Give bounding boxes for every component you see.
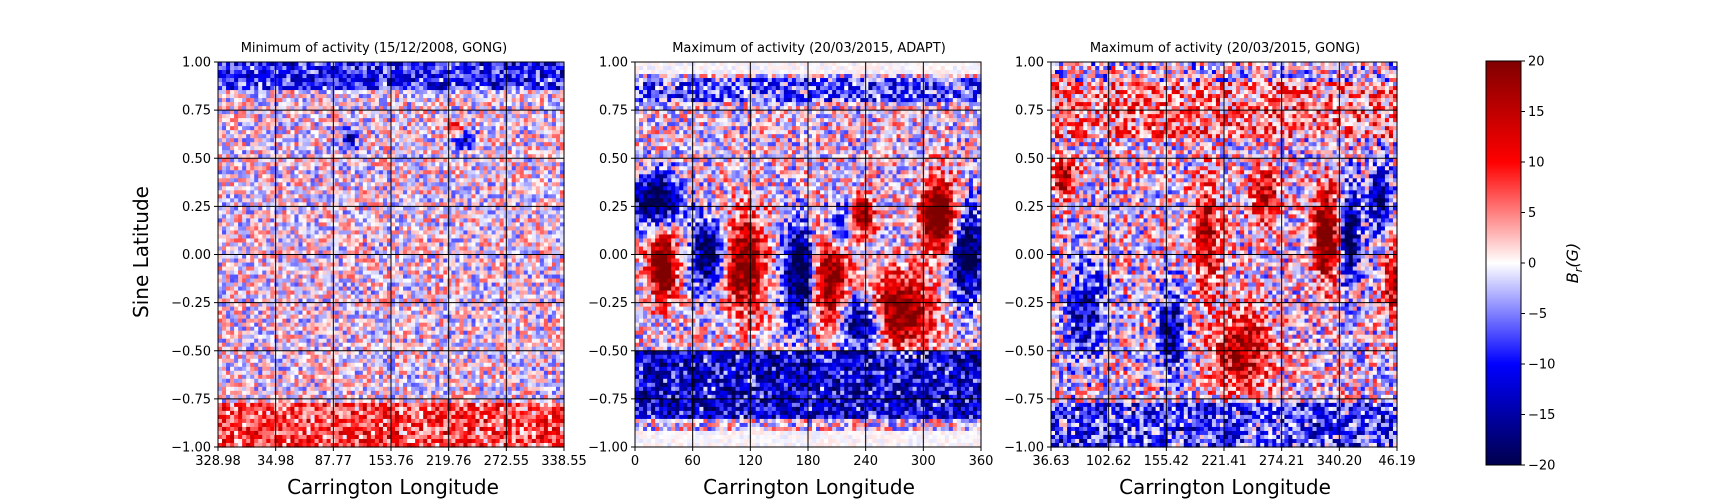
- panel-maximum-gong: Maximum of activity (20/03/2015, GONG) 1…: [1004, 41, 1415, 499]
- colorbar-tick-label: −10: [1528, 358, 1555, 373]
- colorbar-ticks: 20 15 10 5 0 −5 −10 −15 −20: [1521, 55, 1555, 474]
- x-tick-label: 120: [738, 454, 763, 469]
- y-tick-label: 0.75: [599, 104, 628, 119]
- y-tick-label: 0.25: [599, 200, 628, 215]
- y-tick-label: 0.75: [182, 104, 211, 119]
- x-tick-label: 360: [969, 454, 994, 469]
- y-axis-ticks: 1.000.750.500.250.00−0.25−0.50−0.75−1.00: [171, 56, 218, 456]
- colorbar-tick-label: 5: [1528, 206, 1536, 221]
- colorbar-tick-label: −15: [1528, 408, 1555, 423]
- y-tick-label: 0.00: [599, 248, 628, 263]
- colorbar-tick-label: 0: [1528, 257, 1536, 272]
- x-tick-label: 219.76: [426, 454, 472, 469]
- panel-title: Minimum of activity (15/12/2008, GONG): [241, 41, 508, 56]
- x-tick-label: 240: [853, 454, 878, 469]
- x-axis-label: Carrington Longitude: [703, 475, 915, 499]
- colorbar-tick-label: 15: [1528, 105, 1545, 120]
- x-tick-label: 300: [911, 454, 936, 469]
- y-tick-label: 1.00: [182, 56, 211, 71]
- y-axis-ticks: 1.00 0.75 0.50 0.25 0.00 −0.25 −0.50 −0.75 −1.00: [588, 56, 635, 456]
- y-tick-label: 0.25: [1015, 200, 1044, 215]
- y-tick-label: −0.75: [588, 392, 628, 407]
- colorbar-tick-label: 20: [1528, 55, 1545, 70]
- x-tick-label: 34.98: [257, 454, 294, 469]
- x-axis-ticks: 328.98 34.98 87.77 153.76 219.76 272.55 338.55: [195, 447, 587, 469]
- x-tick-label: 60: [684, 454, 701, 469]
- y-tick-label: 0.50: [182, 152, 211, 167]
- x-tick-label: 272.55: [484, 454, 530, 469]
- x-axis-ticks: 36.63 102.62 155.42 221.41 274.21 340.20 46.19: [1032, 447, 1415, 469]
- colorbar-tick-label: −5: [1528, 307, 1547, 322]
- x-axis-label: Carrington Longitude: [1119, 475, 1331, 499]
- x-tick-label: 102.62: [1086, 454, 1132, 469]
- colorbar-gradient: [1486, 61, 1521, 465]
- y-tick-label: −1.00: [588, 441, 628, 456]
- x-tick-label: 221.41: [1201, 454, 1247, 469]
- y-tick-label: 1.00: [1015, 56, 1044, 71]
- x-tick-label: 274.21: [1259, 454, 1305, 469]
- x-tick-label: 87.77: [315, 454, 352, 469]
- y-tick-label: −0.50: [1004, 344, 1044, 359]
- y-tick-label: 0.50: [599, 152, 628, 167]
- x-tick-label: 0: [631, 454, 639, 469]
- x-axis-label: Carrington Longitude: [287, 475, 499, 499]
- colorbar-label: Br(G): [1563, 243, 1585, 283]
- y-tick-label: −0.25: [1004, 296, 1044, 311]
- y-tick-label: 0.25: [182, 200, 211, 215]
- x-tick-label: 328.98: [195, 454, 241, 469]
- panel-title: Maximum of activity (20/03/2015, ADAPT): [672, 41, 946, 56]
- y-tick-label: 1.00: [599, 56, 628, 71]
- y-tick-label: 0.00: [182, 248, 211, 263]
- y-tick-label: −0.25: [171, 296, 211, 311]
- x-tick-label: 155.42: [1144, 454, 1190, 469]
- colorbar-tick-label: −20: [1528, 459, 1555, 474]
- panel-minimum-gong: Minimum of activity (15/12/2008, GONG) 1…: [129, 41, 587, 499]
- y-tick-label: −0.50: [588, 344, 628, 359]
- x-tick-label: 180: [796, 454, 821, 469]
- y-tick-label: 0.50: [1015, 152, 1044, 167]
- panel-title: Maximum of activity (20/03/2015, GONG): [1090, 41, 1360, 56]
- colorbar-tick-label: 10: [1528, 156, 1545, 171]
- panel-maximum-adapt: Maximum of activity (20/03/2015, ADAPT) …: [588, 41, 993, 499]
- y-axis-ticks: 1.000.750.500.250.00−0.25−0.50−0.75−1.00: [1004, 56, 1051, 456]
- y-tick-label: 0.75: [1015, 104, 1044, 119]
- y-tick-label: 0.00: [1015, 248, 1044, 263]
- x-tick-label: 153.76: [368, 454, 414, 469]
- x-tick-label: 340.20: [1317, 454, 1363, 469]
- x-tick-label: 338.55: [541, 454, 587, 469]
- y-tick-label: −0.50: [171, 344, 211, 359]
- colorbar: 20 15 10 5 0 −5 −10 −15 −20 Br(G): [1486, 55, 1585, 474]
- x-tick-label: 36.63: [1032, 454, 1069, 469]
- y-axis-label: Sine Latitude: [129, 186, 153, 318]
- x-tick-label: 46.19: [1378, 454, 1415, 469]
- y-tick-label: −0.75: [171, 392, 211, 407]
- x-axis-ticks: 0 60 120 180 240 300 360: [631, 447, 994, 469]
- y-tick-label: −0.25: [588, 296, 628, 311]
- y-tick-label: −0.75: [1004, 392, 1044, 407]
